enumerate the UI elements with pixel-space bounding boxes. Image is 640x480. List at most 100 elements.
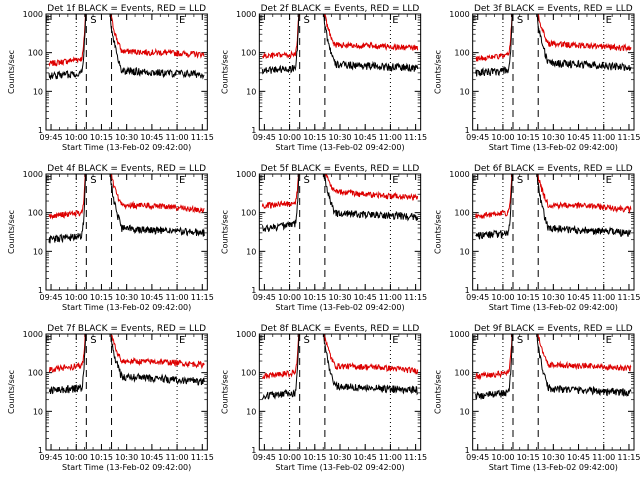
- detector-panel: Det 1f BLACK = Events, RED = LLD 1 10 100 10…: [7, 4, 214, 152]
- interval-marker: S: [90, 175, 96, 186]
- panel-title: Det 9f BLACK = Events, RED = LLD: [474, 324, 633, 334]
- x-tick-label: 09:45: [253, 293, 276, 302]
- x-tick-label: 10:15: [90, 293, 113, 302]
- x-tick-label: 10:45: [140, 293, 163, 302]
- panel-title: Det 5f BLACK = Events, RED = LLD: [261, 164, 420, 174]
- x-tick-label: 10:45: [354, 293, 377, 302]
- y-tick-label: 100: [454, 369, 469, 378]
- x-tick-label: 11:15: [191, 453, 214, 462]
- y-tick-label: 100: [28, 49, 43, 58]
- plot-frame: [258, 173, 422, 291]
- x-tick-label: 09:45: [253, 453, 276, 462]
- y-tick-label: 100: [28, 369, 43, 378]
- interval-marker: S: [517, 175, 523, 186]
- x-tick-label: 09:45: [466, 293, 489, 302]
- x-tick-label: 11:00: [379, 293, 402, 302]
- detector-panel: Det 8f BLACK = Events, RED = LLD 1 10 100 10…: [220, 324, 427, 472]
- panel-title: Det 7f BLACK = Events, RED = LLD: [47, 324, 206, 334]
- interval-marker: S: [90, 15, 96, 26]
- x-tick-label: 10:30: [115, 133, 138, 142]
- y-tick-label: 1000: [449, 330, 469, 339]
- x-tick-label: 11:15: [404, 133, 427, 142]
- x-tick-label: 10:45: [567, 293, 590, 302]
- interval-marker: E: [606, 15, 612, 26]
- interval-marker: S: [304, 335, 310, 346]
- y-tick-label: 1000: [236, 170, 256, 179]
- lld-series-line: [475, 334, 632, 381]
- interval-marker: E: [45, 15, 51, 26]
- x-tick-label: 10:15: [303, 133, 326, 142]
- x-tick-label: 10:30: [542, 293, 565, 302]
- y-tick-label: 1000: [23, 10, 43, 19]
- x-tick-label: 10:15: [303, 293, 326, 302]
- y-tick-label: 10: [33, 407, 43, 416]
- x-tick-label: 09:45: [253, 133, 276, 142]
- plot-frame: [472, 13, 635, 131]
- y-tick-label: 1000: [449, 170, 469, 179]
- events-series-line: [261, 14, 419, 75]
- x-tick-label: 11:00: [166, 293, 189, 302]
- interval-marker: S: [90, 335, 96, 346]
- y-tick-label: 1: [251, 126, 256, 135]
- y-tick-label: 100: [454, 49, 469, 58]
- x-axis-label: Start Time (13-Feb-02 09:42:00): [489, 463, 618, 472]
- y-tick-label: 1: [465, 446, 470, 455]
- interval-marker: E: [606, 175, 612, 186]
- y-tick-label: 1: [465, 286, 470, 295]
- x-tick-label: 10:15: [303, 453, 326, 462]
- x-tick-label: 11:00: [592, 133, 615, 142]
- y-axis-label: Counts/sec: [220, 50, 229, 94]
- y-tick-label: 1000: [236, 10, 256, 19]
- x-tick-label: 11:00: [592, 453, 615, 462]
- interval-marker: E: [258, 15, 264, 26]
- x-tick-label: 10:30: [328, 133, 351, 142]
- x-axis-label: Start Time (13-Feb-02 09:42:00): [62, 143, 191, 152]
- x-tick-label: 10:30: [115, 293, 138, 302]
- interval-marker: E: [392, 15, 398, 26]
- x-tick-label: 10:45: [354, 133, 377, 142]
- y-tick-label: 100: [454, 209, 469, 218]
- x-axis-label: Start Time (13-Feb-02 09:42:00): [489, 303, 618, 312]
- lld-series-line: [475, 14, 632, 62]
- y-tick-label: 1: [38, 286, 43, 295]
- events-series-line: [261, 334, 419, 400]
- interval-marker: E: [392, 335, 398, 346]
- y-tick-label: 1000: [23, 330, 43, 339]
- y-tick-label: 1: [38, 446, 43, 455]
- y-axis-label: Counts/sec: [7, 210, 16, 254]
- interval-marker: E: [472, 335, 478, 346]
- x-axis-label: Start Time (13-Feb-02 09:42:00): [275, 143, 404, 152]
- y-axis-label: Counts/sec: [7, 50, 16, 94]
- lld-series-line: [261, 14, 419, 60]
- interval-marker: E: [45, 175, 51, 186]
- panel-title: Det 6f BLACK = Events, RED = LLD: [474, 164, 633, 174]
- y-tick-label: 1000: [449, 10, 469, 19]
- interval-marker: S: [517, 335, 523, 346]
- y-tick-label: 1000: [236, 330, 256, 339]
- interval-marker: S: [304, 15, 310, 26]
- y-tick-label: 1: [465, 126, 470, 135]
- events-series-line: [475, 14, 632, 77]
- y-tick-label: 10: [33, 247, 43, 256]
- y-axis-label: Counts/sec: [434, 370, 443, 414]
- x-tick-label: 10:00: [278, 453, 301, 462]
- x-tick-label: 11:00: [592, 293, 615, 302]
- plot-frame: [45, 173, 208, 291]
- x-tick-label: 10:15: [517, 293, 540, 302]
- x-axis-label: Start Time (13-Feb-02 09:42:00): [275, 463, 404, 472]
- x-tick-label: 10:45: [567, 133, 590, 142]
- x-tick-label: 10:45: [140, 133, 163, 142]
- lld-series-line: [48, 14, 205, 67]
- y-tick-label: 1: [38, 126, 43, 135]
- y-axis-label: Counts/sec: [220, 210, 229, 254]
- y-tick-label: 100: [28, 209, 43, 218]
- x-tick-label: 11:15: [191, 293, 214, 302]
- interval-marker: S: [304, 175, 310, 186]
- y-tick-label: 100: [241, 49, 256, 58]
- x-axis-label: Start Time (13-Feb-02 09:42:00): [275, 303, 404, 312]
- x-tick-label: 09:45: [40, 293, 63, 302]
- interval-marker: E: [258, 335, 264, 346]
- x-axis-label: Start Time (13-Feb-02 09:42:00): [62, 463, 191, 472]
- x-tick-label: 09:45: [466, 133, 489, 142]
